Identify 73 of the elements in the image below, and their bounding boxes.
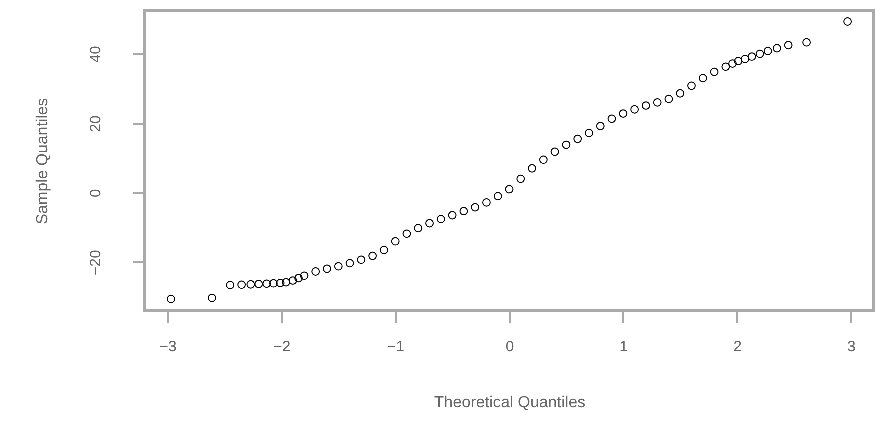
point [698,74,708,83]
y-tick-label: 0 [88,189,104,198]
point [262,280,272,288]
point [619,110,628,118]
point [676,89,685,98]
y-tick-label: 40 [88,46,104,63]
y-axis-title: Sample Quantiles [34,98,52,225]
x-axis-title: Theoretical Quantiles [434,394,586,412]
point [728,60,737,68]
point [482,198,491,207]
point [722,62,730,72]
point [276,279,285,288]
point [528,164,536,173]
point [562,140,571,150]
point [608,114,616,124]
point [596,122,605,130]
point [550,148,560,156]
point [426,219,434,228]
point [270,279,278,288]
point [357,256,366,264]
point [238,280,246,290]
x-tick-label: 0 [506,338,514,356]
point [282,278,290,287]
point [784,41,793,50]
x-tick-label: −2 [274,338,291,356]
point [294,274,303,283]
point [630,105,640,114]
point [664,94,674,104]
point [756,50,764,58]
point [402,230,412,238]
point [288,276,298,285]
y-tick-label: −20 [88,250,104,276]
point [741,55,750,64]
point [764,47,772,56]
point [748,52,756,62]
point [653,98,662,107]
point [471,203,480,212]
point [226,281,235,290]
point [844,18,852,26]
point [380,246,388,254]
x-tick-label: 3 [848,338,856,356]
x-tick-label: −3 [160,338,177,356]
point [414,224,423,233]
point [448,211,457,220]
point [334,262,343,271]
point [391,237,400,246]
point [574,134,582,144]
point [166,294,176,304]
y-tick-label: 20 [88,116,104,132]
point [246,280,256,289]
point [436,215,446,224]
point [772,44,782,53]
point [346,259,354,268]
point [208,294,216,302]
point [539,156,548,164]
x-tick-label: 2 [734,338,742,356]
point [300,272,309,280]
x-tick-label: −1 [388,338,405,356]
point [460,207,468,216]
point [312,268,320,276]
point [688,82,696,90]
point [710,68,719,76]
point [585,129,594,138]
point [323,264,332,274]
x-tick-label: 1 [620,338,628,356]
point [505,185,514,194]
point [734,57,743,66]
point [494,192,502,201]
point [802,38,812,47]
point [642,102,650,110]
point [516,174,526,184]
point [254,280,264,288]
point [368,252,378,260]
